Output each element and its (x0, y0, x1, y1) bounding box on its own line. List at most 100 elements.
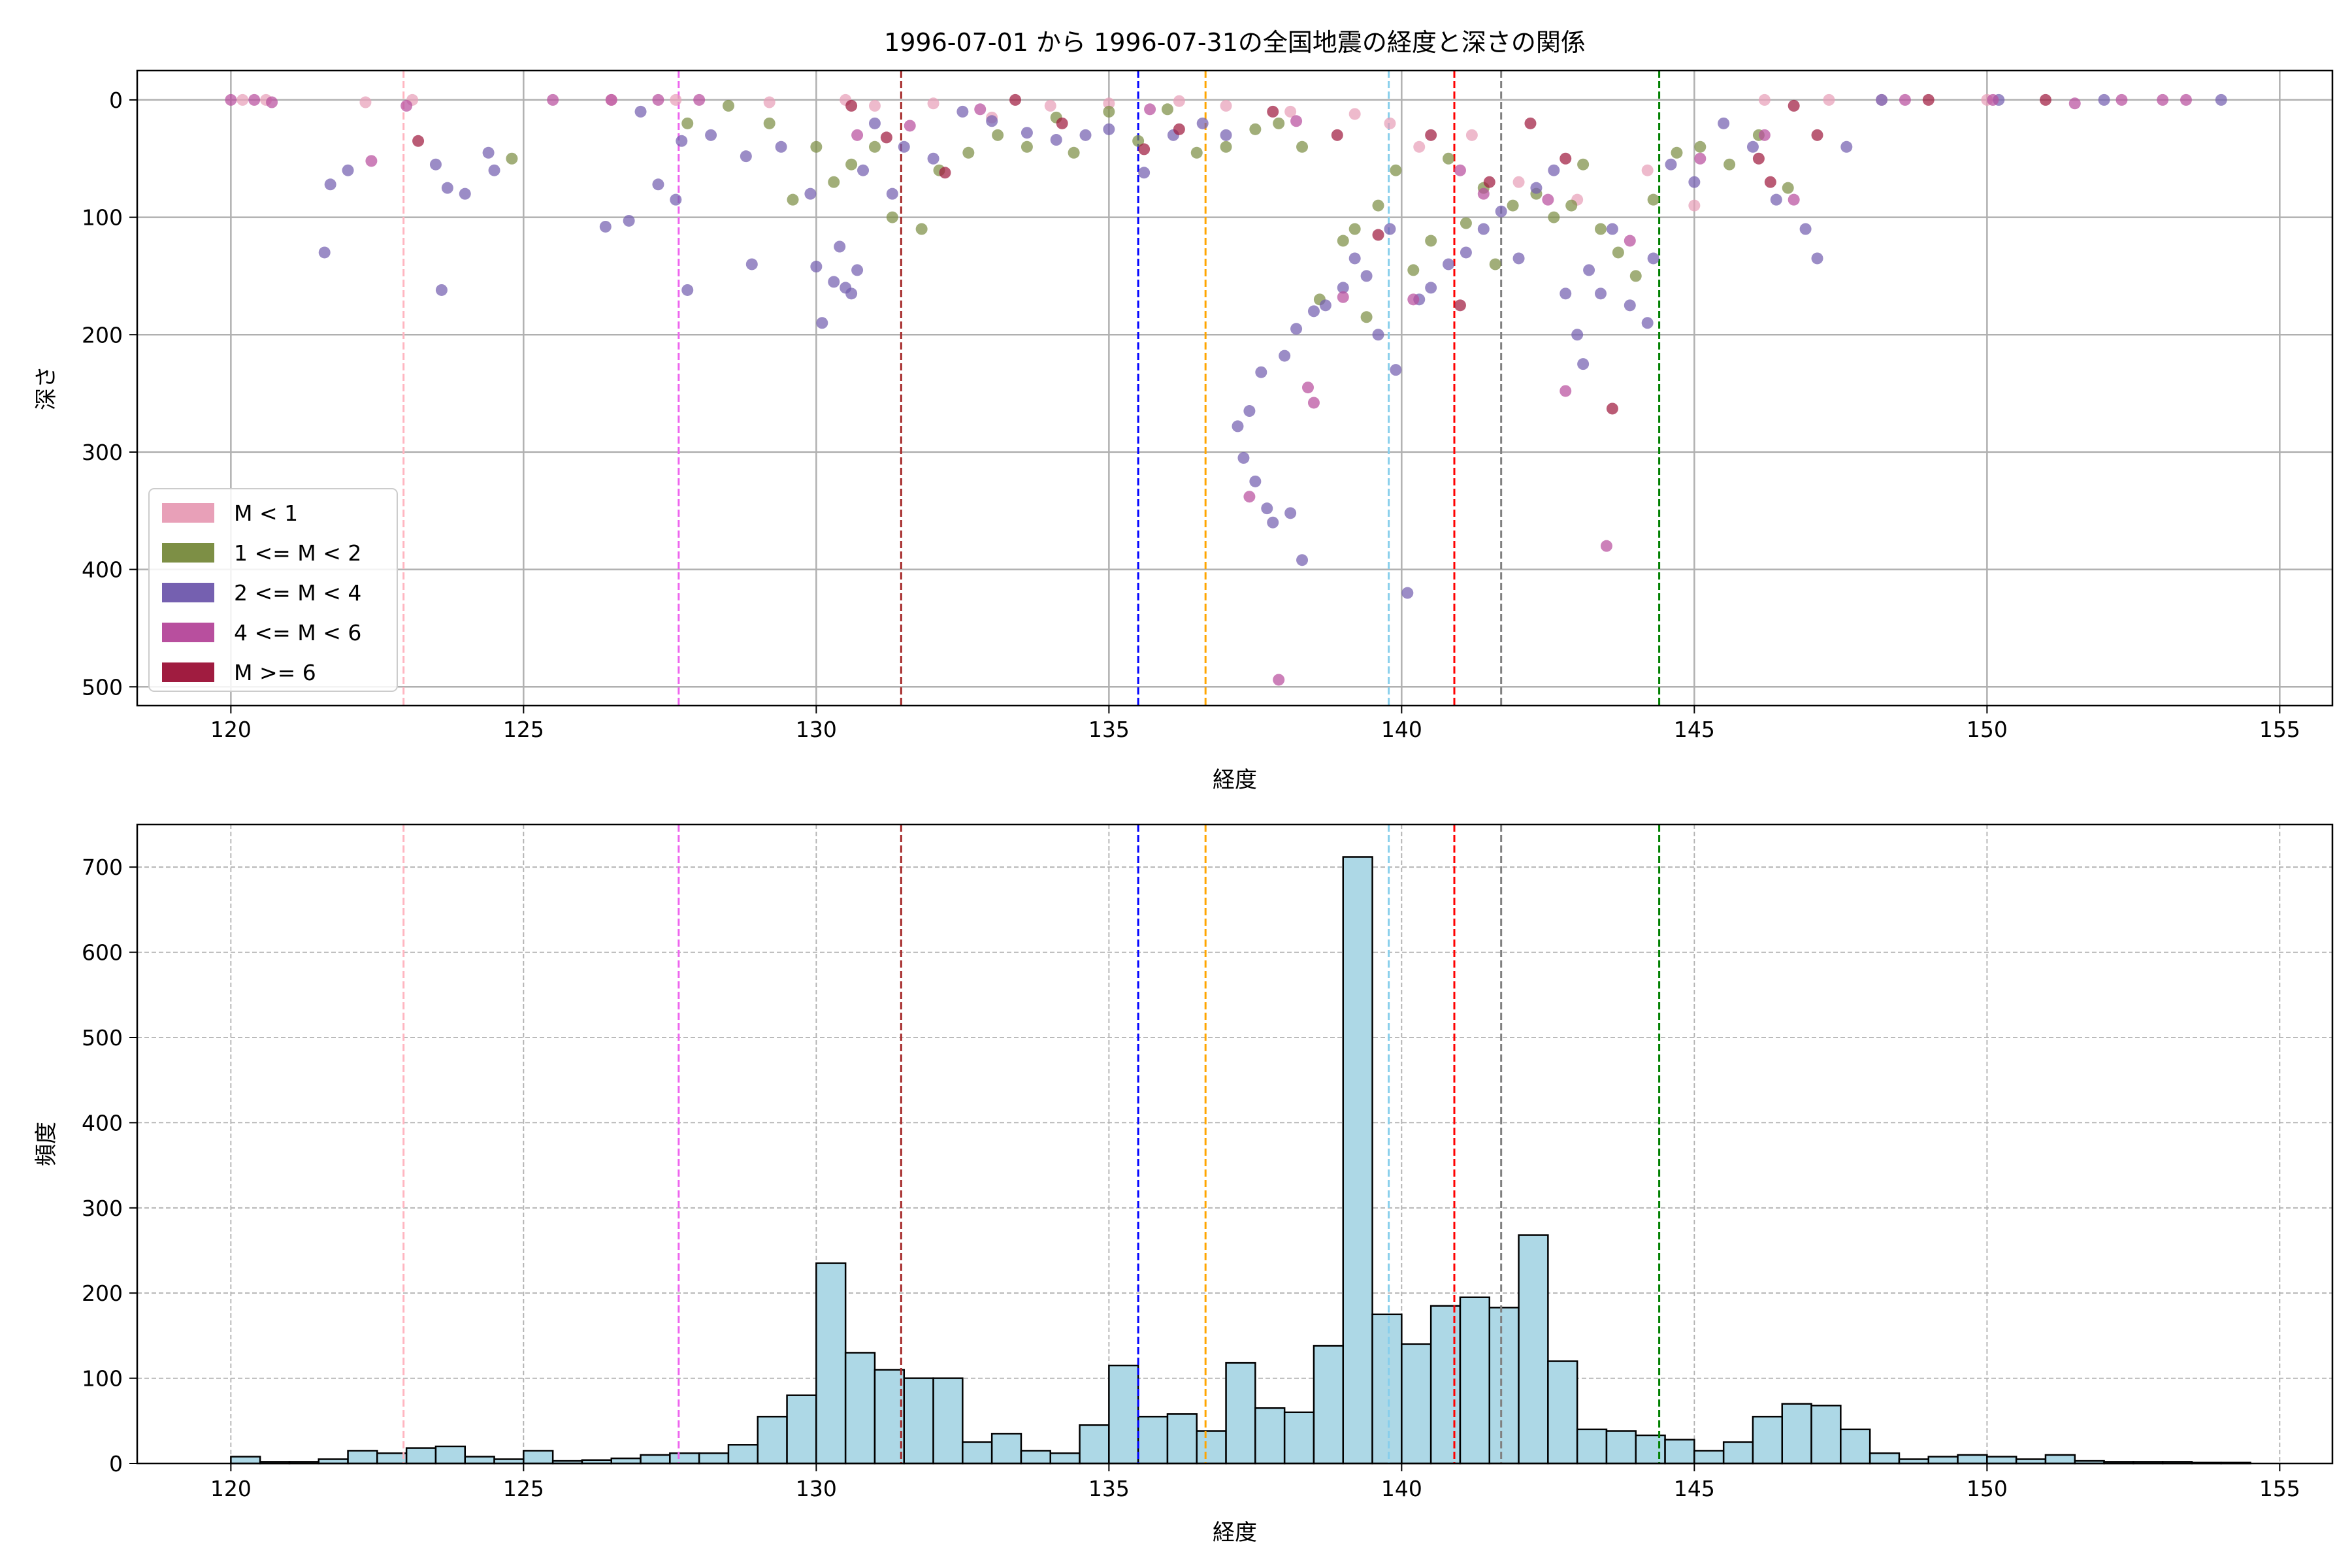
scatter-point (1360, 270, 1373, 282)
histogram-bars (230, 856, 2251, 1465)
scatter-point (1267, 105, 1279, 118)
scatter-point (1723, 158, 1736, 171)
scatter-point (1413, 140, 1426, 153)
histogram-bar (1371, 1313, 1403, 1465)
scatter-point (670, 193, 682, 206)
scatter-point (974, 103, 987, 116)
scatter-point (1390, 364, 1402, 376)
scatter-point (962, 146, 975, 159)
scatter-point (810, 261, 823, 273)
scatter-point (400, 99, 413, 112)
histogram-x-tick-label: 130 (796, 1476, 837, 1501)
scatter-point (681, 117, 694, 129)
scatter-point (763, 117, 776, 129)
scatter-point (868, 140, 881, 153)
legend: M < 1 1 <= M < 2 2 <= M < 4 4 <= M < 6 M >= … (148, 488, 398, 692)
scatter-point (266, 96, 278, 108)
scatter-point (547, 93, 559, 106)
scatter-point (1307, 397, 1320, 409)
legend-entry: M < 1 (234, 500, 298, 526)
histogram-ticks: 120 125 130 135 140 145 150 155 0 100 200 300 400 500… (82, 855, 2300, 1501)
scatter-point (1548, 211, 1560, 223)
scatter-frame (136, 69, 2334, 707)
scatter-point (2115, 93, 2128, 106)
histogram-bar (903, 1377, 934, 1465)
scatter-point (857, 164, 870, 176)
scatter-series (225, 93, 2192, 686)
scatter-point (1079, 129, 1092, 141)
scatter-point (1384, 117, 1396, 129)
histogram-bar (1752, 1416, 1784, 1465)
scatter-point (1477, 188, 1490, 200)
histogram-bar (727, 1444, 759, 1465)
scatter-point (2098, 93, 2110, 106)
scatter-point (1624, 235, 1636, 247)
scatter-point (1232, 420, 1244, 433)
scatter-point (1103, 97, 1115, 110)
scatter-point (1758, 129, 1771, 141)
scatter-point (1811, 252, 1823, 265)
scatter-point (787, 193, 799, 206)
scatter-point (1460, 246, 1472, 259)
histogram-x-tick-label: 140 (1381, 1476, 1422, 1501)
histogram-bar (1635, 1434, 1666, 1465)
scatter-x-tick-label: 155 (2259, 717, 2300, 742)
scatter-point (740, 150, 752, 163)
scatter-point (1600, 540, 1612, 552)
histogram-bar (844, 1352, 876, 1465)
scatter-point (318, 246, 331, 259)
histogram-bar (1488, 1307, 1520, 1465)
histogram-reference-lines (402, 825, 1661, 1463)
histogram-bar (640, 1454, 671, 1465)
scatter-point (1261, 502, 1273, 515)
histogram-bar (1957, 1454, 1988, 1465)
scatter-point (2180, 93, 2192, 106)
scatter-point (1718, 117, 1730, 129)
scatter-point (599, 220, 612, 233)
scatter-point (705, 129, 717, 141)
legend-entry: M >= 6 (234, 660, 316, 685)
scatter-point (1770, 193, 1782, 206)
histogram-bar (1722, 1441, 1754, 1465)
scatter-x-tick-label: 120 (210, 717, 252, 742)
scatter-y-tick-label: 0 (109, 88, 123, 113)
scatter-point (868, 99, 881, 112)
scatter-point (1606, 402, 1618, 415)
histogram-x-tick-label: 150 (1967, 1476, 2008, 1501)
histogram-bar (1927, 1456, 1959, 1465)
scatter-point (1560, 385, 1572, 397)
scatter-point (1788, 99, 1800, 112)
histogram-bar (1429, 1305, 1462, 1465)
histogram-x-axis-label: 経度 (1213, 1520, 1257, 1546)
scatter-point (324, 178, 336, 191)
histogram-bar (1283, 1411, 1315, 1465)
scatter-point (1840, 140, 1853, 153)
scatter-point (1524, 117, 1537, 129)
histogram-bar (1196, 1430, 1227, 1465)
scatter-point (1220, 99, 1232, 112)
scatter-point (1243, 405, 1256, 417)
scatter-point (956, 105, 969, 118)
histogram-bar (464, 1456, 495, 1465)
histogram-bar (230, 1456, 261, 1465)
histogram-bar (1166, 1413, 1198, 1465)
scatter-y-tick-label: 100 (82, 205, 123, 231)
histogram-bar (757, 1416, 788, 1465)
histogram-bar (1840, 1428, 1871, 1465)
scatter-point (1296, 554, 1309, 566)
scatter-y-tick-label: 400 (82, 557, 123, 583)
scatter-point (1425, 129, 1437, 141)
histogram-bar (932, 1377, 964, 1465)
scatter-point (1021, 140, 1033, 153)
scatter-point (681, 284, 694, 296)
scatter-reference-lines (402, 71, 1661, 706)
histogram-bar (405, 1447, 437, 1465)
scatter-point (1477, 223, 1490, 235)
scatter-point (488, 164, 500, 176)
histogram-bar (669, 1452, 700, 1465)
scatter-point (1173, 95, 1185, 107)
histogram-bar (1781, 1403, 1812, 1465)
scatter-point (1319, 299, 1331, 312)
scatter-point (1465, 129, 1478, 141)
